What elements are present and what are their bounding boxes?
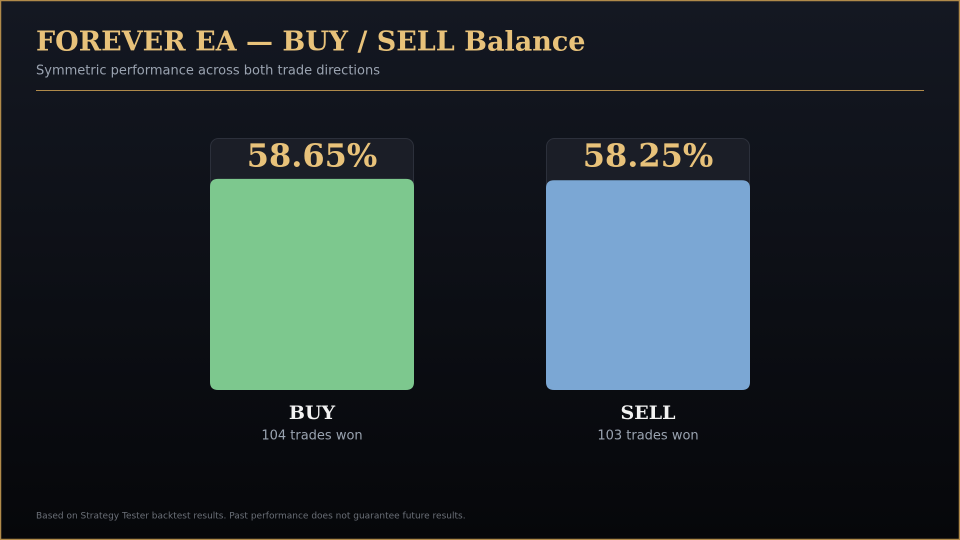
bar [210,178,414,390]
bar [546,180,750,390]
category-sublabel: 103 trades won [597,429,698,444]
chart-title: FOREVER EA — BUY / SELL Balance [36,27,585,58]
subtitle: Symmetric performance across both trade … [36,64,380,79]
value-label: 58.65% [247,137,378,175]
category-label: SELL [621,402,676,424]
value-label: 58.25% [583,137,714,175]
category-sublabel: 104 trades won [261,429,362,444]
footnote: Based on Strategy Tester backtest result… [36,512,466,522]
category-label: BUY [289,402,336,424]
